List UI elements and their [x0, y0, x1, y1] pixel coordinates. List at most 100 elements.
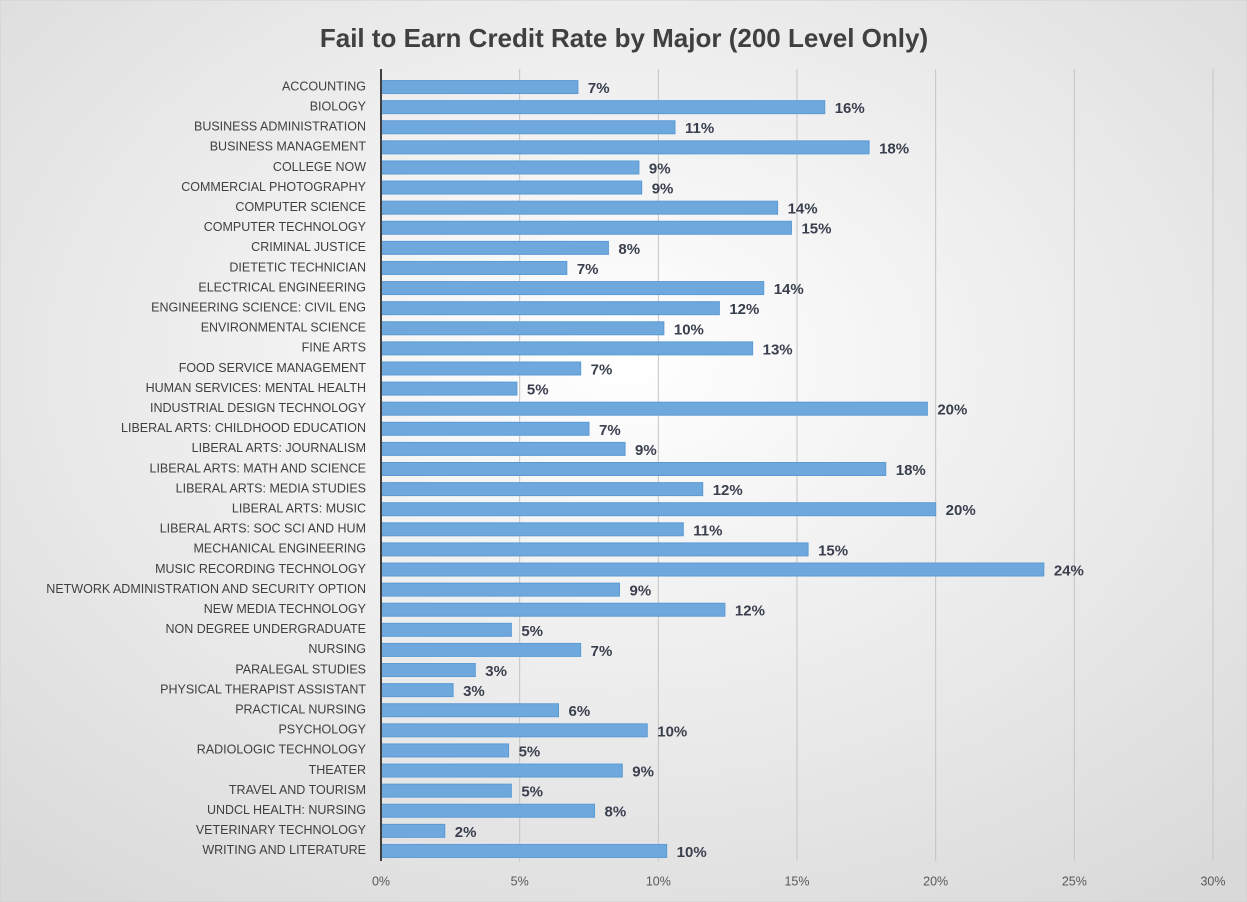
data-label: 8%: [618, 241, 640, 258]
data-label: 12%: [729, 301, 759, 318]
category-label: LIBERAL ARTS: MUSIC: [232, 502, 366, 516]
category-label: FOOD SERVICE MANAGEMENT: [179, 361, 367, 375]
category-label: NEW MEDIA TECHNOLOGY: [204, 602, 367, 616]
data-label: 11%: [685, 120, 714, 137]
data-label: 10%: [677, 844, 707, 861]
bar: [380, 843, 668, 858]
bar: [380, 220, 792, 235]
data-label: 14%: [788, 201, 818, 218]
bar: [380, 723, 648, 738]
category-label: VETERINARY TECHNOLOGY: [196, 823, 367, 837]
data-label: 3%: [463, 683, 485, 700]
x-tick-label: 0%: [372, 874, 390, 888]
bar: [380, 260, 568, 275]
bar: [380, 683, 454, 698]
bar: [380, 281, 765, 296]
bar: [380, 180, 643, 195]
data-label: 10%: [674, 321, 704, 338]
category-label: COMPUTER TECHNOLOGY: [204, 220, 367, 234]
data-label: 9%: [630, 583, 652, 600]
bar: [380, 663, 476, 678]
category-label: ENVIRONMENTAL SCIENCE: [201, 321, 366, 335]
data-label: 5%: [521, 784, 543, 801]
data-label: 6%: [568, 703, 590, 720]
data-label: 15%: [818, 542, 848, 559]
data-label: 7%: [591, 361, 613, 378]
category-label: MECHANICAL ENGINEERING: [194, 542, 366, 556]
bar: [380, 361, 582, 376]
category-label: LIBERAL ARTS: CHILDHOOD EDUCATION: [121, 421, 366, 435]
plot: [380, 80, 1045, 858]
bar: [380, 120, 676, 135]
data-label: 7%: [591, 643, 613, 660]
data-label: 12%: [735, 603, 765, 620]
data-label: 20%: [937, 402, 967, 419]
category-label: MUSIC RECORDING TECHNOLOGY: [155, 562, 367, 576]
data-label: 20%: [946, 502, 976, 519]
data-label: 8%: [605, 804, 627, 821]
x-tick-label: 25%: [1062, 874, 1087, 888]
data-label: 9%: [635, 442, 657, 459]
data-label: 13%: [763, 341, 793, 358]
category-label: BUSINESS MANAGEMENT: [210, 140, 367, 154]
category-label: NURSING: [308, 642, 366, 656]
bar: [380, 783, 512, 798]
bar: [380, 200, 779, 215]
bar: [380, 522, 684, 537]
data-label: 15%: [801, 221, 831, 238]
bar: [380, 140, 870, 155]
bar: [380, 321, 665, 336]
x-tick-label: 15%: [784, 874, 809, 888]
data-label: 7%: [577, 261, 599, 278]
data-label: 2%: [455, 824, 477, 841]
data-label: 5%: [519, 743, 541, 760]
category-label: UNDCL HEALTH: NURSING: [207, 803, 366, 817]
bar: [380, 602, 726, 617]
data-label: 24%: [1054, 562, 1084, 579]
category-label: COMPUTER SCIENCE: [235, 200, 366, 214]
bar: [380, 160, 640, 175]
category-label: RADIOLOGIC TECHNOLOGY: [197, 743, 367, 757]
data-label: 18%: [879, 140, 909, 157]
bar: [380, 703, 559, 718]
bar: [380, 240, 609, 255]
bar: [380, 482, 704, 497]
data-label: 18%: [896, 462, 926, 479]
category-label: CRIMINAL JUSTICE: [251, 240, 366, 254]
chart-title: Fail to Earn Credit Rate by Major (200 L…: [320, 23, 928, 53]
x-tick-label: 5%: [511, 874, 529, 888]
category-label: PARALEGAL STUDIES: [235, 662, 366, 676]
data-label: 12%: [713, 482, 743, 499]
bar: [380, 301, 720, 316]
data-label: 9%: [649, 160, 671, 177]
data-label: 7%: [588, 80, 610, 97]
data-label: 3%: [485, 663, 507, 680]
category-label: BUSINESS ADMINISTRATION: [194, 120, 366, 134]
data-label: 5%: [521, 623, 543, 640]
data-label: 7%: [599, 422, 621, 439]
category-label: COLLEGE NOW: [273, 160, 366, 174]
bar: [380, 441, 626, 456]
category-label: BIOLOGY: [310, 99, 367, 113]
bar: [380, 642, 582, 657]
x-tick-label: 10%: [646, 874, 671, 888]
x-tick-label: 30%: [1200, 874, 1225, 888]
bar: [380, 823, 446, 838]
bar: [380, 622, 512, 637]
bar: [380, 462, 887, 476]
bar: [380, 743, 510, 758]
bar: [380, 341, 754, 356]
bar: [380, 582, 621, 597]
category-label: DIETETIC TECHNICIAN: [229, 260, 366, 274]
bar: [380, 401, 928, 416]
category-label: ELECTRICAL ENGINEERING: [198, 280, 366, 294]
data-label: 9%: [632, 764, 654, 781]
category-label: ACCOUNTING: [282, 79, 366, 93]
category-label: WRITING AND LITERATURE: [202, 843, 366, 857]
category-label: TRAVEL AND TOURISM: [229, 783, 366, 797]
data-label: 10%: [657, 723, 687, 740]
bar: [380, 763, 623, 778]
bar: [380, 421, 590, 436]
category-label: FINE ARTS: [302, 341, 366, 355]
